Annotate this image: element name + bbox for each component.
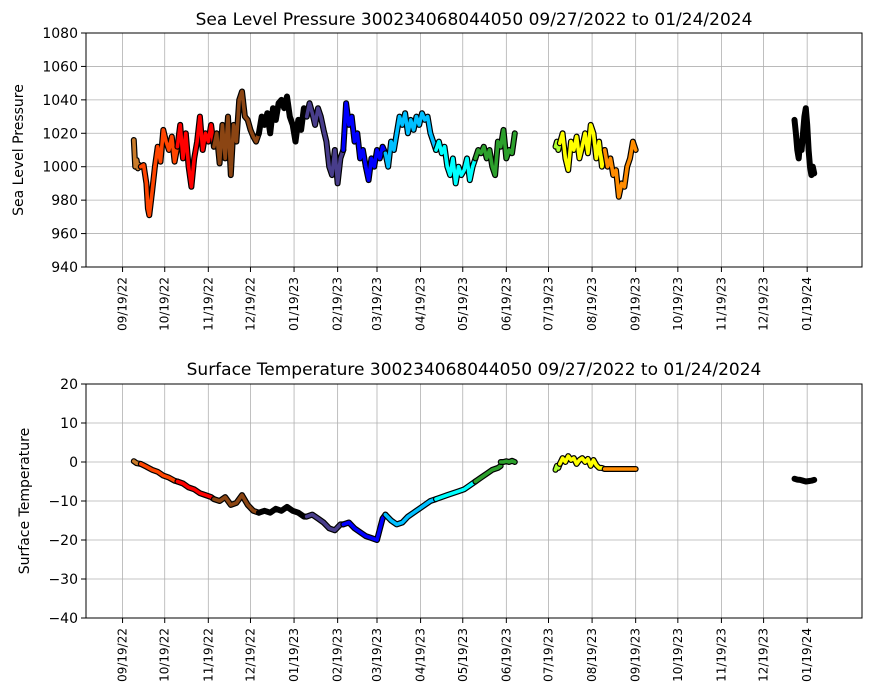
series-line-3 xyxy=(212,89,261,177)
x-tick-label: 11/19/23 xyxy=(714,628,728,682)
x-tick-label: 10/19/23 xyxy=(671,628,685,682)
x-tick-label: 12/19/22 xyxy=(243,628,257,682)
y-tick-label: 0 xyxy=(69,455,78,471)
series-line-5 xyxy=(304,512,346,533)
series-line-14 xyxy=(792,476,817,484)
x-tick-label: 02/19/23 xyxy=(331,277,345,331)
x-tick-label: 12/19/23 xyxy=(757,277,771,331)
y-tick-label: 1060 xyxy=(42,59,78,75)
x-tick-label: 09/19/22 xyxy=(116,277,130,331)
y-tick-label: 980 xyxy=(51,193,78,209)
x-tick-label: 01/19/23 xyxy=(287,628,301,682)
series-line-10 xyxy=(498,458,517,464)
x-tick-label: 01/19/23 xyxy=(287,277,301,331)
x-tick-label: 03/19/23 xyxy=(370,628,384,682)
series-line-6 xyxy=(341,512,388,542)
x-tick-label: 06/19/23 xyxy=(499,628,513,682)
x-tick-label: 07/19/23 xyxy=(542,277,556,331)
temperature-panel: −40 −30 −20 −10 0 10 20 09/19/22 10/19/22 11/19/… xyxy=(17,360,863,682)
y-tick-label: −40 xyxy=(48,611,78,627)
x-tick-label: 01/19/24 xyxy=(800,277,814,331)
y-tick-label: 940 xyxy=(51,260,78,276)
series-line-7 xyxy=(383,111,438,169)
x-tick-label: 08/19/23 xyxy=(585,628,599,682)
temperature-y-axis-label: Surface Temperature xyxy=(17,428,33,574)
y-tick-label: 20 xyxy=(60,377,78,393)
x-tick-label: 06/19/23 xyxy=(499,277,513,331)
series-line-9 xyxy=(473,128,517,177)
x-tick-label: 04/19/23 xyxy=(414,277,428,331)
x-tick-label: 10/19/22 xyxy=(158,628,172,682)
series-line-8 xyxy=(434,479,478,501)
x-tick-label: 02/19/23 xyxy=(331,628,345,682)
y-tick-label: 10 xyxy=(60,416,78,432)
x-tick-label: 03/19/23 xyxy=(370,277,384,331)
x-tick-label: 05/19/23 xyxy=(456,628,470,682)
y-tick-label: 960 xyxy=(51,227,78,243)
x-tick-label: 09/19/22 xyxy=(116,628,130,682)
series-line-13 xyxy=(792,106,817,177)
series-line-7 xyxy=(383,497,438,527)
series-line-4 xyxy=(257,505,309,519)
series-line-9 xyxy=(473,464,503,484)
pressure-panel: 940 960 980 1000 1020 1040 1060 1080 09/19/22 10… xyxy=(11,10,863,331)
series-line-1 xyxy=(139,128,180,217)
series-line-6 xyxy=(341,101,388,182)
x-tick-label: 01/19/24 xyxy=(800,628,814,682)
pressure-series xyxy=(130,88,818,219)
pressure-chart-title: Sea Level Pressure 300234068044050 09/27… xyxy=(196,10,753,30)
temperature-x-ticks: 09/19/22 10/19/22 11/19/22 12/19/22 01/19/23… xyxy=(116,618,814,682)
x-tick-label: 09/19/23 xyxy=(629,277,643,331)
y-tick-label: 1020 xyxy=(42,126,78,142)
series-line-11 xyxy=(557,123,607,172)
series-line-3 xyxy=(212,493,261,515)
x-tick-label: 12/19/23 xyxy=(757,628,771,682)
temperature-series xyxy=(130,453,818,543)
series-line-8 xyxy=(434,139,478,186)
x-tick-label: 08/19/23 xyxy=(585,277,599,331)
pressure-y-ticks: 940 960 980 1000 1020 1040 1060 1080 xyxy=(42,26,86,276)
series-line-2 xyxy=(175,479,216,501)
series-line-5 xyxy=(304,101,346,186)
x-tick-label: 10/19/22 xyxy=(158,277,172,331)
x-tick-label: 04/19/23 xyxy=(414,628,428,682)
x-tick-label: 10/19/23 xyxy=(671,277,685,331)
temperature-chart-title: Surface Temperature 300234068044050 09/2… xyxy=(187,360,762,380)
pressure-y-axis-label: Sea Level Pressure xyxy=(11,84,27,216)
y-tick-label: 1000 xyxy=(42,160,78,176)
x-tick-label: 07/19/23 xyxy=(542,628,556,682)
series-line-1 xyxy=(139,462,180,484)
y-tick-label: −20 xyxy=(48,533,78,549)
series-line-2 xyxy=(175,114,216,189)
y-tick-label: −10 xyxy=(48,494,78,510)
x-tick-label: 05/19/23 xyxy=(456,277,470,331)
x-tick-label: 11/19/22 xyxy=(201,628,215,682)
x-tick-label: 11/19/22 xyxy=(201,277,215,331)
series-line-10 xyxy=(553,139,562,152)
y-tick-label: 1080 xyxy=(42,26,78,42)
x-tick-label: 11/19/23 xyxy=(714,277,728,331)
pressure-x-ticks: 09/19/22 10/19/22 11/19/22 12/19/22 01/19/23… xyxy=(116,267,814,331)
x-tick-label: 09/19/23 xyxy=(629,628,643,682)
series-line-12 xyxy=(557,454,607,471)
series-line-12 xyxy=(602,139,638,199)
pressure-frame xyxy=(85,32,863,268)
temperature-y-ticks: −40 −30 −20 −10 0 10 20 xyxy=(48,377,86,627)
y-tick-label: 1040 xyxy=(42,93,78,109)
series-line-4 xyxy=(257,94,309,144)
x-tick-label: 12/19/22 xyxy=(243,277,257,331)
y-tick-label: −30 xyxy=(48,572,78,588)
